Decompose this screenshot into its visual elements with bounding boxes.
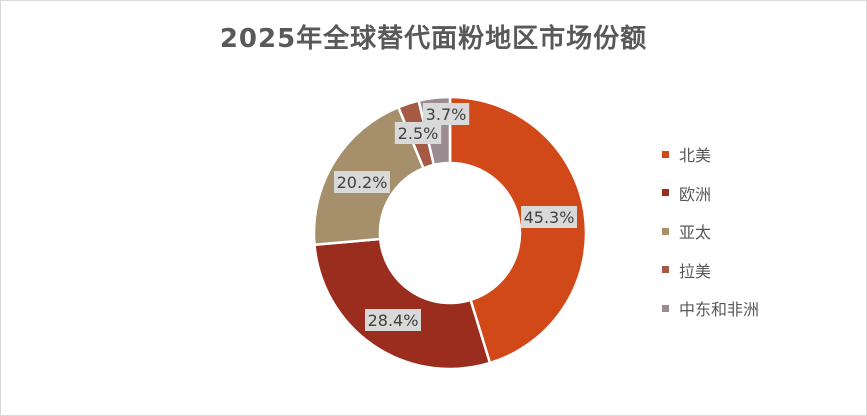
legend-item: 拉美: [662, 260, 759, 281]
legend-item: 中东和非洲: [662, 298, 760, 319]
legend-label: 拉美: [679, 261, 712, 281]
legend-label: 北美: [679, 146, 712, 165]
legend-item: 亚太: [662, 221, 759, 242]
data-label-4: 2.5%: [394, 122, 442, 144]
data-label-text: 3.7%: [426, 105, 467, 124]
legend-swatch: [662, 266, 669, 273]
data-label-text: 45.3%: [524, 208, 575, 227]
data-label-1: 45.3%: [521, 206, 577, 228]
legend: 北美欧洲亚太拉美中东和非洲: [662, 144, 759, 337]
chart-title: 2025年全球替代面粉地区市场份额: [219, 24, 648, 54]
donut-slice-2: [313, 237, 492, 371]
legend-label: 亚太: [679, 223, 712, 242]
data-label-text: 2.5%: [398, 124, 439, 143]
legend-item: 北美: [662, 144, 759, 165]
legend-swatch: [662, 227, 669, 235]
donut-slice-1: [448, 95, 588, 365]
legend-label: 中东和非洲: [679, 300, 760, 319]
data-label-3: 20.2%: [334, 171, 390, 193]
legend-swatch: [662, 189, 669, 196]
legend-item: 欧洲: [662, 183, 759, 204]
legend-label: 欧洲: [679, 184, 712, 204]
data-label-text: 20.2%: [337, 173, 388, 192]
data-label-2: 28.4%: [365, 309, 421, 331]
legend-swatch: [662, 304, 669, 312]
data-label-text: 28.4%: [368, 311, 419, 330]
legend-swatch: [662, 150, 669, 158]
data-label-5: 3.7%: [422, 103, 470, 125]
